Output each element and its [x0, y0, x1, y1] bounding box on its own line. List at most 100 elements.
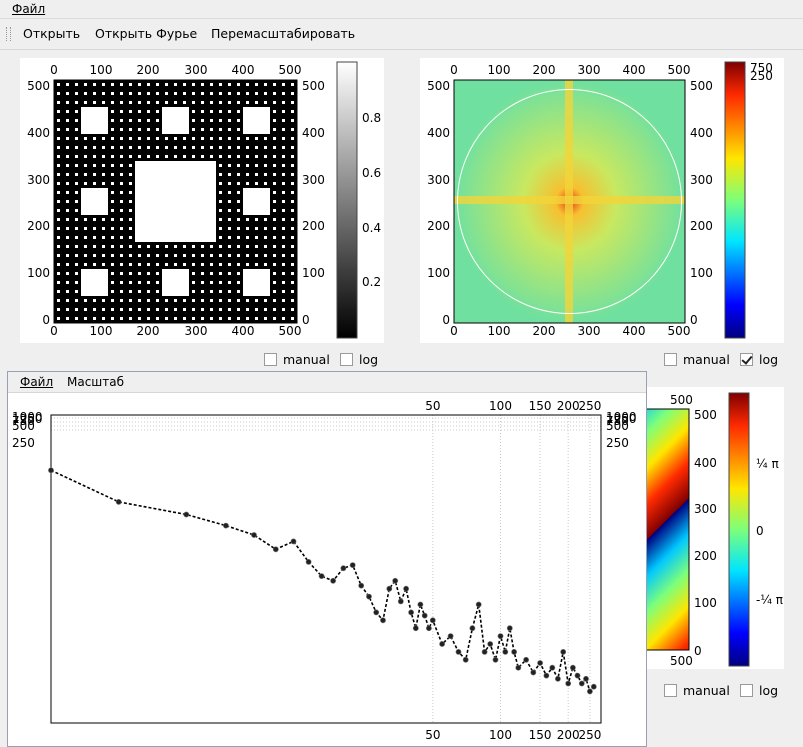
- data-point: [272, 546, 279, 553]
- x-tick-label: 250: [578, 728, 601, 742]
- x-tick: 300: [578, 324, 601, 338]
- y-tick-label-right: 1000: [606, 410, 637, 424]
- data-point: [366, 593, 372, 600]
- y-tick: 500: [427, 79, 450, 93]
- y-tick: 0: [42, 313, 50, 327]
- x-tick: 200: [533, 63, 556, 77]
- x-tick-label: 250: [578, 399, 601, 413]
- image-manual-checkbox[interactable]: manual: [264, 352, 330, 367]
- checkbox-box[interactable]: [664, 684, 677, 697]
- x-tick: 0: [50, 63, 58, 77]
- colorbar-tick: 0.6: [362, 166, 381, 180]
- data-point: [305, 558, 312, 565]
- data-point: [565, 680, 572, 687]
- data-point: [469, 625, 476, 632]
- fourier-plot-panel: 0 100 200 300 400 500 0 100 200 300 400 …: [420, 58, 784, 343]
- colorbar-tick: 0.4: [362, 221, 381, 235]
- x-tick: 500: [670, 654, 693, 668]
- spectrum-menu-scale[interactable]: Масштаб: [67, 375, 125, 389]
- x-tick: 500: [670, 393, 693, 407]
- image-log-checkbox[interactable]: log: [340, 352, 378, 367]
- y-tick-label-right: 250: [606, 436, 629, 450]
- phase-manual-checkbox[interactable]: manual: [664, 683, 730, 698]
- fourier-manual-checkbox[interactable]: manual: [664, 352, 730, 367]
- x-tick: 200: [533, 324, 556, 338]
- fourier-log-checkbox[interactable]: log: [740, 352, 778, 367]
- x-tick: 100: [488, 324, 511, 338]
- colorbar-tick: 0.2: [362, 275, 381, 289]
- y-tick-right: 100: [690, 266, 713, 280]
- open-fourier-button[interactable]: Открыть Фурье: [95, 26, 198, 41]
- y-tick-right: 400: [302, 126, 325, 140]
- x-tick-label: 50: [425, 728, 440, 742]
- data-point: [487, 641, 494, 647]
- data-point: [492, 656, 499, 663]
- open-button[interactable]: Открыть: [23, 26, 81, 41]
- data-point: [397, 598, 404, 605]
- y-tick-label-right: 500: [606, 419, 629, 433]
- plot-frame: [50, 414, 602, 724]
- x-tick: 300: [578, 63, 601, 77]
- data-point: [587, 688, 593, 695]
- spectrum-series-line: [50, 469, 595, 694]
- spectrum-window[interactable]: Файл Масштаб 50 100 150 200 250 50 100 150 200 2…: [7, 371, 647, 747]
- checkbox-box[interactable]: [664, 353, 677, 366]
- data-point: [425, 625, 432, 632]
- data-point: [506, 625, 513, 632]
- data-point: [481, 648, 488, 655]
- y-tick-label: 500: [12, 419, 35, 433]
- checkbox-box[interactable]: [340, 353, 353, 366]
- x-tick: 100: [90, 63, 113, 77]
- data-point: [515, 664, 522, 671]
- data-point: [502, 648, 509, 655]
- checkbox-box[interactable]: [740, 684, 753, 697]
- data-point: [447, 633, 454, 639]
- y-tick-right: 0: [694, 644, 702, 658]
- colorbar-tick: -¼ π: [756, 593, 783, 607]
- x-tick: 400: [232, 324, 255, 338]
- x-tick: 500: [279, 324, 302, 338]
- data-point: [251, 532, 257, 538]
- data-point: [48, 467, 54, 474]
- x-tick: 400: [623, 324, 646, 338]
- data-point: [340, 565, 347, 572]
- y-tick-right: 100: [302, 266, 325, 280]
- y-tick-right: 400: [690, 126, 713, 140]
- data-point: [349, 562, 356, 568]
- rescale-button[interactable]: Перемасштабировать: [211, 26, 356, 41]
- y-tick-right: 300: [302, 173, 325, 187]
- phase-plot-panel: 500 500 500 400 300 200 100 0 ¼ π 0 -¼ π: [619, 387, 784, 669]
- data-point: [373, 609, 380, 616]
- y-tick: 400: [427, 126, 450, 140]
- spectrum-menu-file[interactable]: Файл: [20, 375, 54, 389]
- checkbox-box[interactable]: [264, 353, 277, 366]
- data-point: [421, 612, 428, 619]
- checkbox-box[interactable]: [740, 353, 753, 366]
- y-tick: 300: [427, 173, 450, 187]
- x-tick-label: 200: [557, 728, 580, 742]
- y-tick: 200: [427, 219, 450, 233]
- data-point: [543, 672, 550, 679]
- y-tick: 0: [442, 313, 450, 327]
- x-tick: 400: [623, 63, 646, 77]
- data-point: [537, 660, 543, 666]
- x-tick: 100: [488, 63, 511, 77]
- data-point: [578, 680, 585, 687]
- data-point: [511, 648, 517, 655]
- x-tick: 500: [668, 63, 691, 77]
- data-point: [412, 625, 419, 632]
- y-tick-right: 0: [690, 313, 698, 327]
- y-tick-label: 250: [12, 436, 35, 450]
- data-point: [455, 648, 462, 655]
- data-point: [408, 609, 414, 616]
- menu-file[interactable]: Файл: [12, 2, 46, 16]
- data-point: [439, 641, 445, 647]
- y-tick-right: 200: [302, 219, 325, 233]
- data-point: [549, 664, 556, 671]
- fourier-plot: 0 100 200 300 400 500 0 100 200 300 400 …: [427, 61, 773, 339]
- x-tick: 200: [137, 63, 160, 77]
- y-tick: 300: [27, 173, 50, 187]
- toolbar-grip[interactable]: [6, 27, 11, 41]
- phase-log-checkbox[interactable]: log: [740, 683, 778, 698]
- y-tick-right: 0: [302, 313, 310, 327]
